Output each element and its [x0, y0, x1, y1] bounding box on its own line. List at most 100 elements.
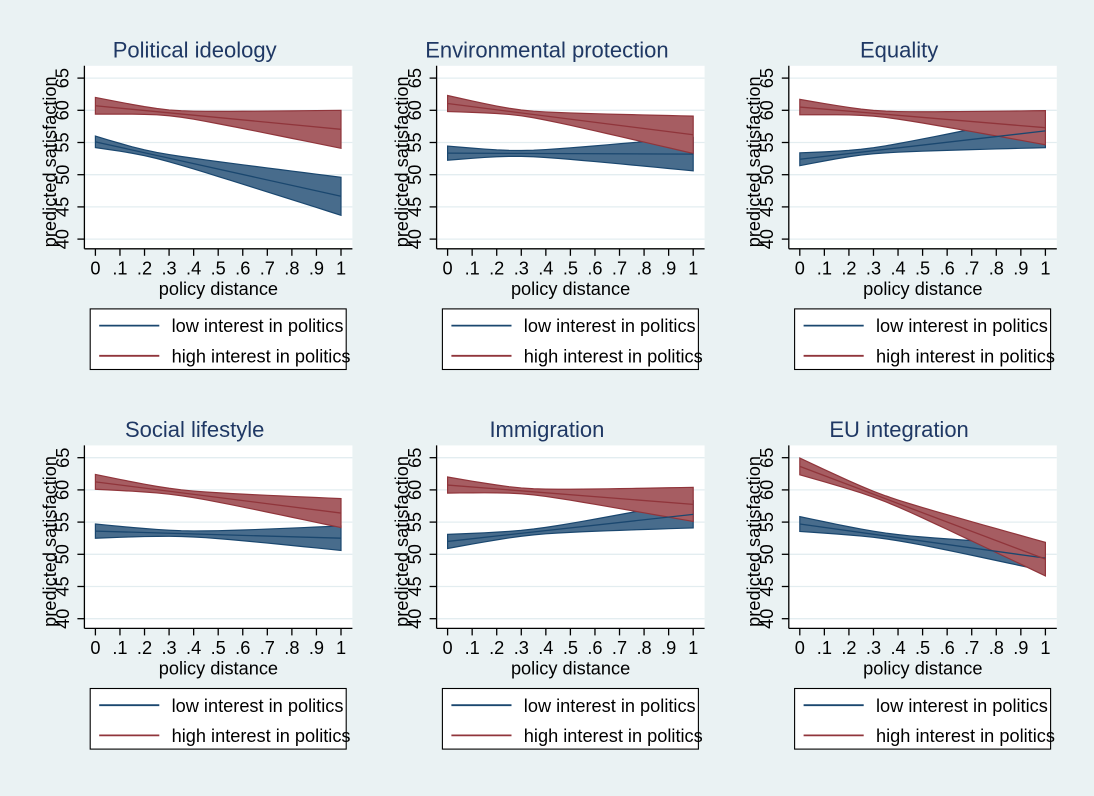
svg-text:40: 40 [53, 609, 73, 629]
svg-text:high interest in politics: high interest in politics [876, 346, 1055, 366]
svg-text:55: 55 [405, 512, 425, 532]
svg-text:45: 45 [757, 197, 777, 217]
svg-text:40: 40 [757, 229, 777, 249]
svg-text:Immigration: Immigration [489, 417, 604, 442]
svg-text:55: 55 [757, 512, 777, 532]
svg-text:.6: .6 [940, 259, 955, 279]
svg-text:.1: .1 [817, 259, 832, 279]
svg-text:.6: .6 [235, 259, 250, 279]
svg-text:low interest in politics: low interest in politics [172, 316, 344, 336]
svg-text:60: 60 [405, 100, 425, 120]
svg-text:.2: .2 [841, 638, 856, 658]
svg-text:low interest in politics: low interest in politics [172, 696, 344, 716]
svg-text:45: 45 [53, 576, 73, 596]
svg-text:65: 65 [53, 68, 73, 88]
svg-text:0: 0 [90, 638, 100, 658]
svg-text:.2: .2 [137, 259, 152, 279]
svg-text:.6: .6 [587, 638, 602, 658]
svg-text:low interest in politics: low interest in politics [876, 696, 1048, 716]
svg-text:.9: .9 [1013, 259, 1028, 279]
svg-text:50: 50 [757, 165, 777, 185]
svg-text:.1: .1 [112, 259, 127, 279]
svg-text:60: 60 [405, 480, 425, 500]
svg-text:45: 45 [405, 576, 425, 596]
svg-text:0: 0 [795, 259, 805, 279]
svg-text:.3: .3 [161, 638, 176, 658]
svg-text:1: 1 [688, 638, 698, 658]
svg-text:policy distance: policy distance [511, 659, 630, 679]
svg-text:60: 60 [53, 100, 73, 120]
svg-text:Equality: Equality [860, 38, 938, 63]
svg-text:.1: .1 [817, 638, 832, 658]
svg-text:low interest in politics: low interest in politics [524, 316, 696, 336]
svg-text:.1: .1 [465, 259, 480, 279]
svg-text:predicted satisfaction: predicted satisfaction [392, 76, 412, 247]
svg-text:high interest in politics: high interest in politics [172, 346, 351, 366]
svg-text:1: 1 [336, 259, 346, 279]
svg-text:.5: .5 [563, 638, 578, 658]
svg-text:40: 40 [53, 229, 73, 249]
svg-text:.3: .3 [514, 638, 529, 658]
svg-text:high interest in politics: high interest in politics [172, 726, 351, 746]
svg-text:50: 50 [53, 165, 73, 185]
svg-text:.7: .7 [964, 259, 979, 279]
svg-text:45: 45 [53, 197, 73, 217]
svg-text:55: 55 [53, 132, 73, 152]
svg-text:50: 50 [405, 544, 425, 564]
svg-text:.9: .9 [1013, 638, 1028, 658]
svg-text:.7: .7 [612, 259, 627, 279]
svg-text:.3: .3 [161, 259, 176, 279]
svg-text:.2: .2 [489, 638, 504, 658]
svg-text:Environmental protection: Environmental protection [425, 38, 668, 63]
svg-text:.9: .9 [309, 259, 324, 279]
svg-text:65: 65 [757, 68, 777, 88]
svg-text:Political ideology: Political ideology [113, 38, 277, 63]
svg-text:50: 50 [53, 544, 73, 564]
svg-text:predicted satisfaction: predicted satisfaction [744, 456, 764, 627]
svg-text:.8: .8 [284, 638, 299, 658]
svg-text:.7: .7 [612, 638, 627, 658]
svg-text:high interest in politics: high interest in politics [524, 726, 703, 746]
svg-text:.7: .7 [260, 259, 275, 279]
svg-text:.4: .4 [890, 638, 905, 658]
svg-text:.3: .3 [514, 259, 529, 279]
svg-text:Social lifestyle: Social lifestyle [125, 417, 264, 442]
svg-text:.5: .5 [915, 638, 930, 658]
svg-text:.4: .4 [538, 638, 553, 658]
svg-text:.9: .9 [661, 259, 676, 279]
svg-text:60: 60 [53, 480, 73, 500]
svg-text:65: 65 [405, 448, 425, 468]
svg-text:1: 1 [688, 259, 698, 279]
svg-text:high interest in politics: high interest in politics [524, 346, 703, 366]
svg-text:.6: .6 [940, 638, 955, 658]
svg-text:0: 0 [443, 259, 453, 279]
svg-text:.5: .5 [563, 259, 578, 279]
svg-text:.4: .4 [538, 259, 553, 279]
svg-text:65: 65 [53, 448, 73, 468]
svg-text:.8: .8 [636, 638, 651, 658]
svg-text:.8: .8 [989, 259, 1004, 279]
svg-text:policy distance: policy distance [511, 279, 630, 299]
svg-text:.7: .7 [260, 638, 275, 658]
svg-text:40: 40 [757, 609, 777, 629]
svg-text:EU integration: EU integration [829, 417, 968, 442]
svg-text:60: 60 [757, 100, 777, 120]
svg-text:.8: .8 [636, 259, 651, 279]
svg-text:low interest in politics: low interest in politics [524, 696, 696, 716]
svg-text:.7: .7 [964, 638, 979, 658]
svg-text:predicted satisfaction: predicted satisfaction [40, 456, 60, 627]
svg-text:high interest in politics: high interest in politics [876, 726, 1055, 746]
svg-text:.3: .3 [866, 259, 881, 279]
svg-text:low interest in politics: low interest in politics [876, 316, 1048, 336]
svg-text:policy distance: policy distance [863, 659, 982, 679]
svg-text:45: 45 [757, 576, 777, 596]
svg-text:.8: .8 [989, 638, 1004, 658]
svg-text:.2: .2 [137, 638, 152, 658]
svg-text:1: 1 [1040, 259, 1050, 279]
svg-text:.6: .6 [235, 638, 250, 658]
svg-text:55: 55 [53, 512, 73, 532]
svg-text:0: 0 [443, 638, 453, 658]
svg-text:.6: .6 [587, 259, 602, 279]
svg-text:50: 50 [757, 544, 777, 564]
svg-text:55: 55 [757, 132, 777, 152]
